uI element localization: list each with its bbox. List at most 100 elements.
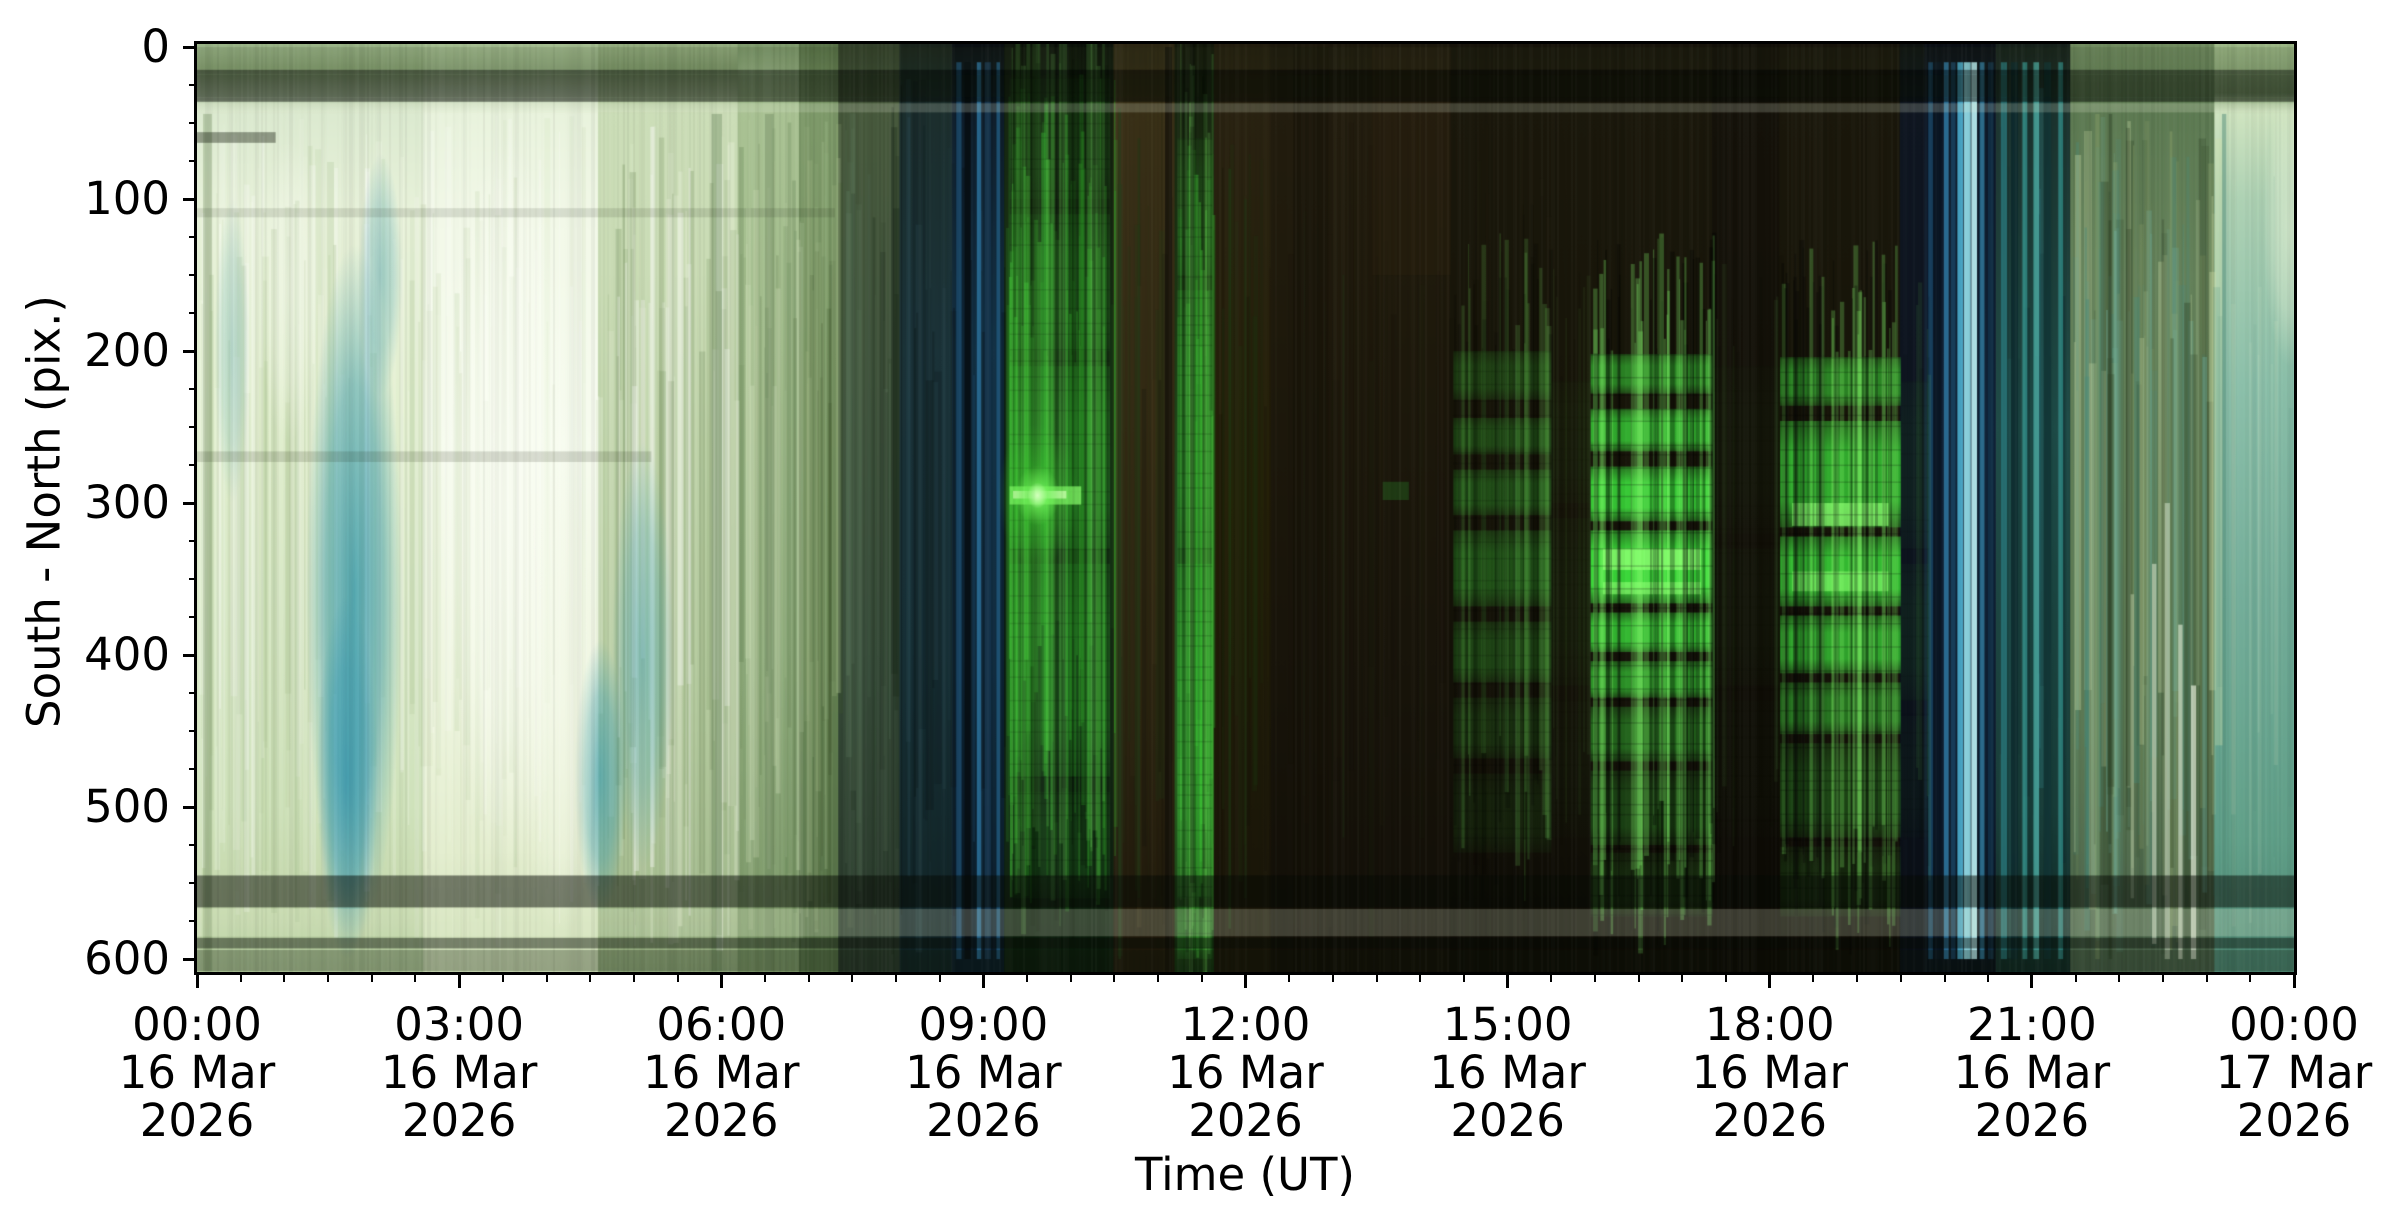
x-tick-minor <box>283 975 286 982</box>
x-tick-minor <box>851 975 854 982</box>
x-tick-minor <box>1026 975 1029 982</box>
x-tick-label-line: 16 Mar <box>380 1046 538 1099</box>
y-tick-major <box>183 957 197 961</box>
x-tick-label-line: 09:00 <box>918 998 1049 1051</box>
x-tick-major <box>719 975 723 988</box>
y-tick-minor <box>189 236 197 239</box>
x-tick-minor <box>1725 975 1728 982</box>
x-tick-label-line: 12:00 <box>1180 998 1311 1051</box>
x-tick-label-line: 2026 <box>1712 1094 1828 1147</box>
x-tick-minor <box>545 975 548 982</box>
x-tick-minor <box>327 975 330 982</box>
y-tick-minor <box>189 274 197 277</box>
x-tick-label-line: 18:00 <box>1704 998 1835 1051</box>
y-tick-label: 400 <box>84 628 170 682</box>
y-tick-major <box>183 805 197 809</box>
x-tick-minor <box>2074 975 2077 982</box>
x-tick-label-line: 16 Mar <box>118 1046 276 1099</box>
y-tick-minor <box>189 312 197 315</box>
x-tick-label-line: 17 Mar <box>2215 1046 2373 1099</box>
x-tick-label: 03:00 16 Mar 2026 <box>339 1001 579 1145</box>
x-tick-minor <box>1550 975 1553 982</box>
y-tick-major <box>183 349 197 353</box>
y-tick-minor <box>189 388 197 391</box>
x-tick-minor <box>632 975 635 982</box>
x-tick-major <box>1506 975 1510 988</box>
y-tick-minor <box>189 160 197 163</box>
x-tick-minor <box>2205 975 2208 982</box>
x-tick-minor <box>1637 975 1640 982</box>
x-tick-minor <box>938 975 941 982</box>
x-tick-minor <box>763 975 766 982</box>
x-tick-minor <box>1331 975 1334 982</box>
x-tick-minor <box>1113 975 1116 982</box>
y-tick-major <box>183 653 197 657</box>
x-tick-label: 00:00 16 Mar 2026 <box>77 1001 317 1145</box>
x-tick-major <box>981 975 985 988</box>
x-tick-minor <box>2118 975 2121 982</box>
y-axis-label: South - North (pix.) <box>17 295 71 728</box>
y-tick-minor <box>189 464 197 467</box>
x-tick-label-line: 2026 <box>1450 1094 1565 1147</box>
x-tick-major <box>1768 975 1772 988</box>
x-tick-minor <box>1681 975 1684 982</box>
x-tick-minor <box>1856 975 1859 982</box>
x-tick-label-line: 16 Mar <box>1691 1046 1848 1099</box>
y-tick-label: 100 <box>84 172 170 226</box>
x-tick-label-line: 21:00 <box>1967 998 2097 1051</box>
x-tick-minor <box>1462 975 1465 982</box>
x-tick-minor <box>1943 975 1946 982</box>
x-tick-minor <box>1987 975 1990 982</box>
x-tick-label-line: 16 Mar <box>1429 1046 1586 1099</box>
x-tick-minor <box>1375 975 1378 982</box>
x-tick-label-line: 2026 <box>1974 1094 2090 1147</box>
keogram-image <box>197 44 2294 972</box>
x-tick-label-line: 03:00 <box>394 998 524 1051</box>
x-tick-minor <box>370 975 373 982</box>
x-tick-minor <box>239 975 242 982</box>
x-tick-minor <box>501 975 504 982</box>
x-tick-minor <box>1594 975 1596 982</box>
y-tick-minor <box>189 692 197 695</box>
x-tick-label-line: 16 Mar <box>1953 1046 2111 1099</box>
x-tick-label: 21:00 16 Mar 2026 <box>1912 1001 2152 1145</box>
y-tick-minor <box>189 122 197 125</box>
y-tick-major <box>183 197 197 201</box>
x-tick-label-line: 16 Mar <box>643 1046 800 1099</box>
x-tick-major <box>457 975 461 988</box>
x-axis-label: Time (UT) <box>1135 1148 1355 1201</box>
x-tick-label-line: 06:00 <box>656 998 787 1051</box>
x-tick-minor <box>2249 975 2252 982</box>
x-tick-major <box>2292 975 2296 988</box>
y-tick-major <box>183 501 197 505</box>
y-tick-minor <box>189 920 197 923</box>
y-tick-minor <box>189 882 197 885</box>
x-tick-major <box>1244 975 1247 988</box>
y-tick-minor <box>189 616 197 619</box>
x-tick-label-line: 2026 <box>139 1094 255 1147</box>
x-tick-label: 18:00 16 Mar 2026 <box>1650 1001 1890 1145</box>
y-tick-label: 500 <box>84 780 170 834</box>
y-tick-label: 300 <box>84 476 170 530</box>
x-tick-label-line: 2026 <box>663 1094 779 1147</box>
y-tick-major <box>183 45 197 49</box>
x-tick-label-line: 2026 <box>401 1094 517 1147</box>
y-tick-minor <box>189 578 197 581</box>
x-tick-major <box>2030 975 2034 988</box>
x-tick-label: 06:00 16 Mar 2026 <box>601 1001 841 1145</box>
y-tick-minor <box>189 84 197 87</box>
x-tick-label-line: 16 Mar <box>905 1046 1062 1099</box>
x-tick-minor <box>676 975 679 982</box>
x-tick-label: 09:00 16 Mar 2026 <box>863 1001 1103 1145</box>
x-tick-label: 12:00 16 Mar 2026 <box>1126 1001 1366 1145</box>
x-tick-label-line: 2026 <box>2236 1094 2352 1147</box>
y-tick-minor <box>189 426 197 429</box>
y-tick-minor <box>189 730 197 733</box>
x-tick-label-line: 2026 <box>1188 1094 1303 1147</box>
y-tick-label: 600 <box>84 932 170 986</box>
x-tick-label-line: 15:00 <box>1442 998 1573 1051</box>
x-tick-label: 00:00 17 Mar 2026 <box>2174 1001 2392 1145</box>
x-tick-label-line: 00:00 <box>2229 998 2359 1051</box>
x-tick-minor <box>1200 975 1203 982</box>
